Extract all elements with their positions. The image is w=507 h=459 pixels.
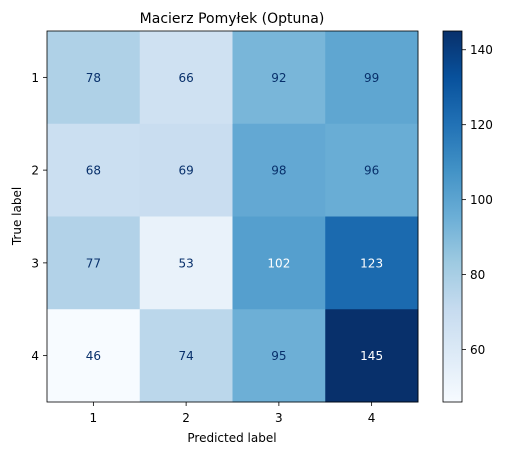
- heatmap-cell: [232, 123, 326, 217]
- x-tick-label: 2: [182, 411, 190, 425]
- cell-value-label: 68: [86, 164, 101, 178]
- heatmap-cell: [325, 123, 419, 217]
- cell-value-label: 77: [86, 256, 101, 270]
- cell-value-label: 98: [271, 164, 286, 178]
- x-axis-label: Predicted label: [187, 431, 276, 445]
- cell-value-label: 66: [178, 71, 193, 85]
- cell-value-label: 78: [86, 71, 101, 85]
- cell-value-label: 123: [360, 256, 383, 270]
- y-tick-label: 4: [31, 349, 39, 363]
- heatmap-cells: 78 66 92 99 68 69 98 96 77 53 102 123 46 74 95 145: [47, 31, 419, 403]
- cell-value-label: 69: [178, 164, 193, 178]
- heatmap-cell: [139, 123, 233, 217]
- heatmap-cell: [47, 309, 141, 403]
- chart-title: Macierz Pomyłek (Optuna): [140, 11, 325, 27]
- y-axis-ticks: 1 2 3 4: [31, 71, 47, 363]
- x-tick-label: 4: [368, 411, 376, 425]
- cell-value-label: 92: [271, 71, 286, 85]
- cell-value-label: 46: [86, 349, 101, 363]
- plot-frame: [46, 30, 419, 403]
- x-axis-ticks: 1 2 3 4: [90, 402, 376, 425]
- cell-value-label: 95: [271, 349, 286, 363]
- colorbar-tick-label: 80: [470, 268, 485, 282]
- heatmap-cell: [47, 123, 141, 217]
- cell-value-label: 99: [364, 71, 379, 85]
- heatmap-cell: [325, 216, 419, 310]
- x-tick-label: 1: [90, 411, 98, 425]
- heatmap-cell: [139, 31, 233, 125]
- heatmap-cell: [232, 309, 326, 403]
- heatmap-cell: [232, 216, 326, 310]
- heatmap-cell: [47, 31, 141, 125]
- heatmap-cell: [139, 216, 233, 310]
- colorbar: [442, 30, 463, 403]
- cell-value-label: 145: [360, 349, 383, 363]
- colorbar-tick-label: 120: [470, 118, 493, 132]
- cell-value-label: 53: [178, 256, 193, 270]
- heatmap-cell: [325, 309, 419, 403]
- heatmap-cell: [139, 309, 233, 403]
- cell-value-label: 96: [364, 164, 379, 178]
- heatmap-cell: [325, 31, 419, 125]
- heatmap-cell: [232, 31, 326, 125]
- colorbar-tick-label: 100: [470, 193, 493, 207]
- x-tick-label: 3: [275, 411, 283, 425]
- colorbar-tick-label: 140: [470, 43, 493, 57]
- y-tick-label: 1: [31, 71, 39, 85]
- cell-value-label: 74: [178, 349, 193, 363]
- colorbar-tick-label: 60: [470, 343, 485, 357]
- y-tick-label: 2: [31, 164, 39, 178]
- y-tick-label: 3: [31, 256, 39, 270]
- y-axis-label: True label: [10, 187, 24, 246]
- heatmap-cell: [47, 216, 141, 310]
- colorbar-ticks: 60 80 100 120 140: [462, 43, 493, 357]
- cell-value-label: 102: [267, 256, 290, 270]
